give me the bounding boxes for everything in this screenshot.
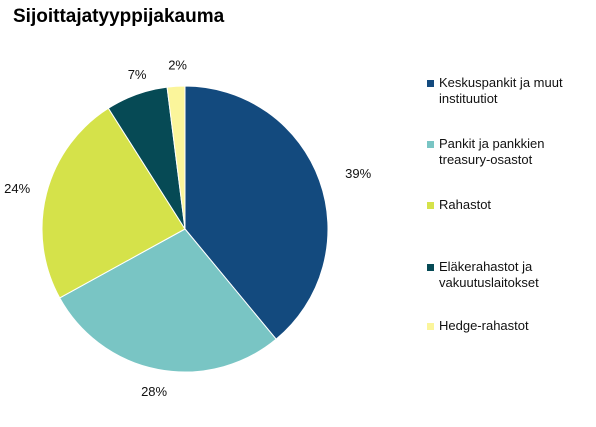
legend-swatch — [427, 141, 434, 148]
legend-label: Pankit ja pankkien treasury-osastot — [439, 136, 545, 167]
legend-label: Eläkerahastot ja vakuutuslaitokset — [439, 259, 539, 290]
legend-swatch — [427, 202, 434, 209]
slice-percent-label: 24% — [4, 181, 30, 196]
slice-percent-label: 39% — [345, 166, 371, 181]
pie-slice — [59, 228, 277, 373]
chart-title: Sijoittajatyyppijakauma — [13, 6, 225, 27]
slice-percent-label: 7% — [128, 67, 147, 82]
legend-swatch — [427, 264, 434, 271]
legend-label: Rahastot — [439, 197, 492, 212]
legend-label: Hedge-rahastot — [439, 318, 529, 333]
pie-slice — [184, 85, 329, 340]
slice-percent-label: 28% — [141, 384, 167, 399]
legend-label: Keskuspankit ja muut instituutiot — [439, 75, 563, 106]
legend-swatch — [427, 80, 434, 87]
legend-swatch — [427, 323, 434, 330]
slice-percent-label: 2% — [168, 57, 187, 72]
pie-slice — [41, 107, 186, 299]
pie-slice — [166, 85, 186, 230]
